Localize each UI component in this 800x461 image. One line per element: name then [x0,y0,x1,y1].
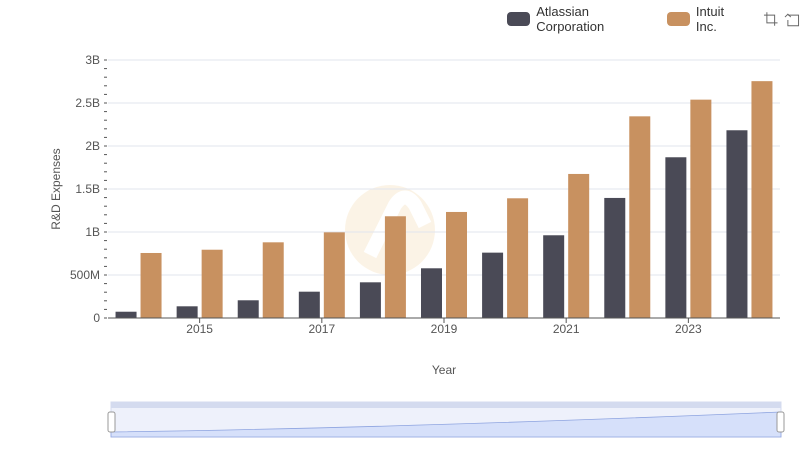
y-tick-label: 1B [85,225,100,239]
bar-atlassian-2020[interactable] [482,252,504,318]
bar-atlassian-2015[interactable] [176,306,198,318]
y-tick-label: 500M [70,268,100,282]
bar-intuit-2016[interactable] [262,242,284,318]
bar-intuit-2017[interactable] [323,232,345,318]
bar-intuit-2020[interactable] [507,198,529,318]
bar-intuit-2014[interactable] [140,252,162,318]
bar-atlassian-2021[interactable] [543,235,565,318]
bar-atlassian-2024[interactable] [726,130,748,318]
legend-label-atlassian: Atlassian Corporation [536,4,605,34]
x-tick-label: 2015 [186,322,213,336]
x-tick-label: 2021 [553,322,580,336]
bar-intuit-2019[interactable] [446,211,467,318]
bar-atlassian-2023[interactable] [665,157,687,318]
y-axis-label: R&D Expenses [49,148,63,229]
slider-handle-left[interactable] [107,411,116,433]
slider-preview-area [110,411,782,438]
y-tick-label: 0 [93,311,100,325]
bar-atlassian-2014[interactable] [115,311,137,318]
legend-item-intuit[interactable]: Intuit Inc. [666,4,747,34]
bar-intuit-2018[interactable] [384,216,406,318]
x-tick-label: 2023 [675,322,702,336]
bar-intuit-2023[interactable] [690,99,712,318]
slider-handle-right[interactable] [776,411,785,433]
legend-label-intuit: Intuit Inc. [695,4,725,34]
legend-swatch-intuit [666,12,690,26]
bar-intuit-2021[interactable] [568,173,590,318]
range-slider[interactable] [107,401,785,438]
x-tick-label: 2019 [431,322,458,336]
slider-top-bar[interactable] [111,402,781,408]
bar-intuit-2022[interactable] [629,116,651,318]
bar-intuit-2015[interactable] [201,249,223,318]
zoom-select-icon[interactable] [763,11,779,27]
x-tick-label: 2017 [308,322,335,336]
legend-swatch-atlassian [507,12,531,26]
y-tick-label: 3B [85,53,100,67]
legend-item-atlassian[interactable]: Atlassian Corporation [507,4,657,34]
zoom-reset-icon[interactable] [784,11,800,27]
x-axis-label: Year [432,363,456,377]
bar-atlassian-2022[interactable] [604,197,626,318]
y-tick-label: 1.5B [75,182,100,196]
legend: Atlassian Corporation Intuit Inc. [507,4,800,34]
bar-atlassian-2016[interactable] [237,300,259,318]
bar-atlassian-2019[interactable] [421,268,442,318]
bar-intuit-2024[interactable] [751,81,773,318]
y-tick-label: 2B [85,139,100,153]
bar-atlassian-2017[interactable] [298,291,320,318]
bar-atlassian-2018[interactable] [359,282,381,318]
y-tick-label: 2.5B [75,96,100,110]
